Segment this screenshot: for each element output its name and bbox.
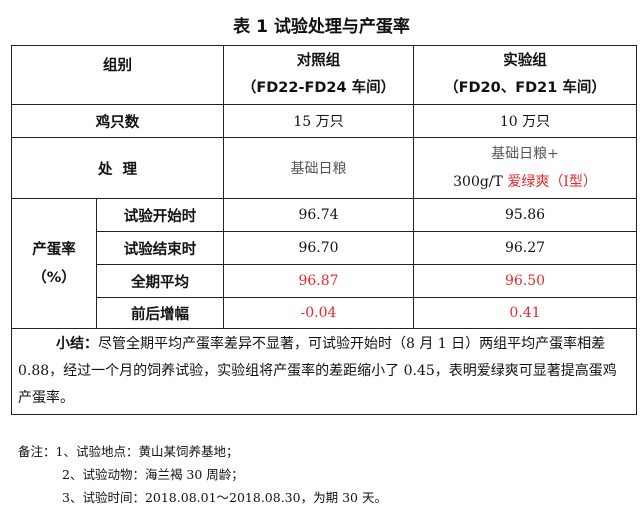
treatment-label: 处 理 [11,137,224,199]
rate-row-label: 前后增幅 [96,297,224,329]
summary-lead: 小结： [56,336,98,352]
rate-row-label: 试验开始时 [96,198,224,232]
control-name: 对照组 [296,53,341,69]
rate-group-label: 产蛋率 （%） [11,198,97,329]
treatment-dose: 300g/T [453,174,508,190]
note-item: 3、试验时间：2018.08.01～2018.08.30，为期 30 天。 [62,490,387,505]
rate-row-label: 试验结束时 [96,231,224,265]
rate-trial: 95.86 [413,198,637,232]
note-item: 备注：1、试验地点：黄山某饲养基地； [18,444,239,459]
count-label: 鸡只数 [11,104,224,138]
count-trial: 10 万只 [413,104,637,138]
notes: 备注：1、试验地点：黄山某饲养基地； 2、试验动物：海兰褐 30 周龄； 3、试… [18,440,387,509]
rate-label-line2: （%） [32,269,76,286]
group-label: 组别 [11,45,224,105]
control-header: 对照组 （FD22-FD24 车间） [223,45,414,105]
treatment-trial-line1: 基础日粮+ [491,146,559,162]
rate-control: 96.87 [223,264,414,298]
rate-row: 全期平均 96.87 96.50 [12,264,637,298]
note-item: 2、试验动物：海兰褐 30 周龄； [62,467,244,482]
rate-row: 前后增幅 -0.04 0.41 [12,297,637,329]
rate-row-label: 全期平均 [96,264,224,298]
trial-name: 实验组 [503,53,547,69]
treatment-trial: 基础日粮+ 300g/T 爱绿爽（Ⅰ型） [413,137,637,199]
summary-text: 尽管全期平均产蛋率差异不显著，可试验开始时（8 月 1 日）两组平均产蛋率相差 … [18,336,617,406]
rate-control: -0.04 [223,297,414,329]
summary-row: 小结：尽管全期平均产蛋率差异不显著，可试验开始时（8 月 1 日）两组平均产蛋率… [11,328,637,415]
rate-trial: 96.27 [413,231,637,265]
trial-table: 组别 对照组 （FD22-FD24 车间） 实验组 （FD20、FD21 车间）… [11,45,637,415]
rate-trial: 96.50 [413,264,637,298]
summary: 小结：尽管全期平均产蛋率差异不显著，可试验开始时（8 月 1 日）两组平均产蛋率… [11,328,637,415]
treatment-product: 爱绿爽（Ⅰ型） [507,174,597,190]
treatment-row: 处 理 基础日粮 基础日粮+ 300g/T 爱绿爽（Ⅰ型） [11,137,637,199]
trial-sub: （FD20、FD21 车间） [444,80,606,96]
rate-control: 96.70 [223,231,414,265]
rate-label-line1: 产蛋率 [32,241,76,258]
rate-row: 试验结束时 96.70 96.27 [12,231,637,265]
rate-row: 产蛋率 （%） 试验开始时 96.74 95.86 [11,198,637,329]
count-row: 鸡只数 15 万只 10 万只 [11,104,637,138]
trial-header: 实验组 （FD20、FD21 车间） [413,45,637,105]
rate-trial: 0.41 [413,297,637,329]
count-control: 15 万只 [223,104,414,138]
table-title: 表 1 试验处理与产蛋率 [233,17,410,37]
treatment-control: 基础日粮 [223,137,414,199]
control-sub: （FD22-FD24 车间） [241,80,396,96]
rate-control: 96.74 [223,198,414,232]
header-row: 组别 对照组 （FD22-FD24 车间） 实验组 （FD20、FD21 车间） [11,45,637,105]
